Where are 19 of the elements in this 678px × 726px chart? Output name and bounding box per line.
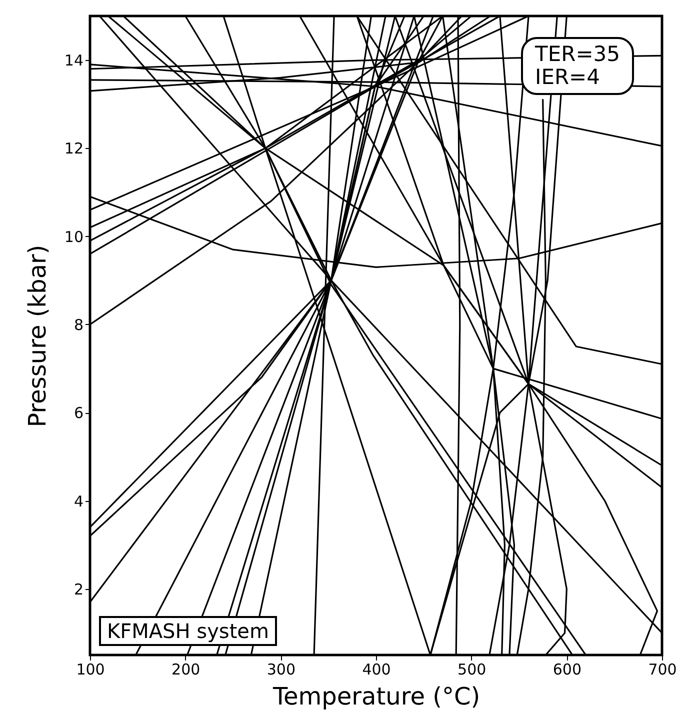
x-tick-label: 200 bbox=[172, 660, 200, 678]
y-tick-label: 12 bbox=[64, 140, 84, 158]
y-tick-label: 4 bbox=[74, 492, 84, 510]
x-tick-label: 100 bbox=[76, 660, 105, 678]
x-tick-label: 500 bbox=[458, 660, 486, 678]
y-tick-label: 10 bbox=[64, 228, 84, 246]
annotation: TER=35 bbox=[535, 42, 620, 66]
x-tick-label: 600 bbox=[552, 660, 582, 678]
x-tick-label: 400 bbox=[362, 660, 391, 678]
x-tick-label: 700 bbox=[648, 660, 677, 678]
x-tick-label: 300 bbox=[266, 660, 296, 678]
x-axis-title: Temperature (°C) bbox=[272, 682, 480, 710]
y-tick-label: 14 bbox=[64, 52, 84, 70]
y-tick-label: 8 bbox=[74, 316, 84, 334]
y-tick-label: 2 bbox=[74, 580, 84, 598]
y-axis-title: Pressure (kbar) bbox=[23, 244, 52, 428]
y-tick-label: 6 bbox=[74, 404, 84, 422]
annotation: KFMASH system bbox=[107, 619, 269, 643]
annotation: IER=4 bbox=[535, 65, 602, 90]
